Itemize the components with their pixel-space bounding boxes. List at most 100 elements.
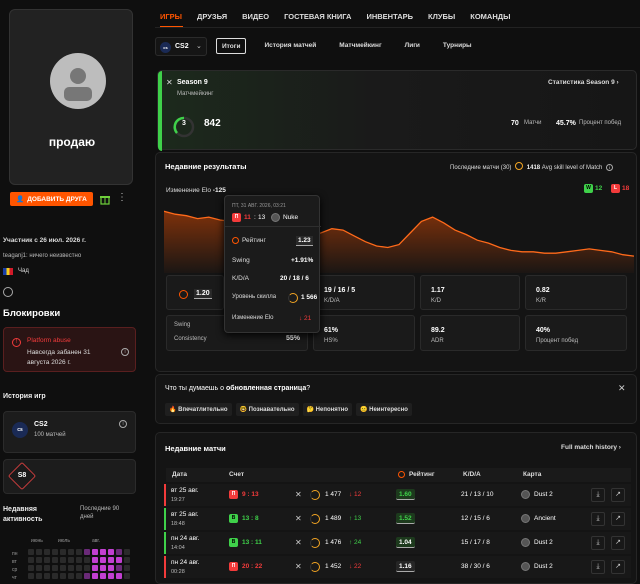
heatmap-cell[interactable] [100,549,106,555]
heatmap-cell[interactable] [84,549,90,555]
heatmap-cell[interactable] [52,573,58,579]
download-icon[interactable]: ⤓ [591,512,605,526]
table-row[interactable]: вт 25 авг. 18:48 В 13 : 8 ✕ 1 489 ↑ 13 1… [164,508,631,530]
season-stats-link[interactable]: Статистика Season 9 › [548,79,619,86]
game-card[interactable]: cs CS2 100 матчей i [3,411,136,453]
feedback-option[interactable]: 😐 Неинтересно [355,403,412,416]
heatmap-cell[interactable] [116,573,122,579]
external-link-icon[interactable]: ↗ [611,536,625,550]
heatmap-cell[interactable] [124,557,130,563]
nav-friends[interactable]: ДРУЗЬЯ [197,12,228,21]
heatmap-cell[interactable] [36,565,42,571]
heatmap-cell[interactable] [60,557,66,563]
steam-icon[interactable] [3,287,13,297]
heatmap-cell[interactable] [124,565,130,571]
heatmap-cell[interactable] [28,573,34,579]
close-icon[interactable]: ✕ [618,383,626,393]
tooltip-elo: ↓ 21 [299,315,312,322]
table-row[interactable]: вт 25 авг. 19:27 П 9 : 13 ✕ 1 477 ↓ 12 1… [164,484,631,506]
heatmap-cell[interactable] [44,557,50,563]
tab-match-history[interactable]: История матчей [264,42,317,49]
heatmap-cell[interactable] [92,573,98,579]
heatmap-cell[interactable] [116,549,122,555]
heatmap-cell[interactable] [68,565,74,571]
nav-guestbook[interactable]: ГОСТЕВАЯ КНИГА [284,12,352,21]
nav-inventory[interactable]: ИНВЕНТАРЬ [366,12,413,21]
info-icon[interactable]: i [119,420,127,428]
heatmap-cell[interactable] [68,557,74,563]
gift-icon[interactable] [100,193,110,205]
heatmap-cell[interactable] [100,573,106,579]
heatmap-cell[interactable] [36,549,42,555]
col-kda: K/D/A [463,471,481,478]
heatmap-cell[interactable] [116,565,122,571]
nav-video[interactable]: ВИДЕО [242,12,270,21]
heatmap-cell[interactable] [60,565,66,571]
nav-clubs[interactable]: КЛУБЫ [428,12,456,21]
info-icon[interactable]: i [121,348,129,356]
feedback-option[interactable]: 🤔 Непонятно [302,403,352,416]
heatmap-cell[interactable] [108,573,114,579]
heatmap-cell[interactable] [108,557,114,563]
heatmap-cell[interactable] [60,549,66,555]
info-icon[interactable]: i [606,164,614,171]
full-history-link[interactable]: Full match history › [561,444,621,451]
heatmap-cell[interactable] [76,565,82,571]
heatmap-cell[interactable] [116,557,122,563]
heatmap-cell[interactable] [28,549,34,555]
skill-level-icon [173,116,195,138]
heatmap-cell[interactable] [92,549,98,555]
heatmap-cell[interactable] [100,565,106,571]
heatmap-cell[interactable] [76,573,82,579]
heatmap-cell[interactable] [52,557,58,563]
heatmap-cell[interactable] [28,565,34,571]
heatmap-cell[interactable] [124,573,130,579]
tab-tournaments[interactable]: Турниры [442,42,472,49]
external-link-icon[interactable]: ↗ [611,488,625,502]
heatmap-cell[interactable] [52,565,58,571]
heatmap-cell[interactable] [100,557,106,563]
heatmap-cell[interactable] [108,549,114,555]
download-icon[interactable]: ⤓ [591,536,605,550]
full-history-label: Full match history [561,444,617,451]
tab-leagues[interactable]: Лиги [404,42,420,49]
stat-consistency-label: Consistency [174,336,207,342]
download-icon[interactable]: ⤓ [591,560,605,574]
external-link-icon[interactable]: ↗ [611,560,625,574]
heatmap-cell[interactable] [52,549,58,555]
heatmap-cell[interactable] [76,549,82,555]
add-friend-button[interactable]: 👤 ДОБАВИТЬ ДРУГА [10,192,93,206]
external-link-icon[interactable]: ↗ [611,512,625,526]
heatmap-cell[interactable] [92,557,98,563]
heatmap-cell[interactable] [28,557,34,563]
heatmap-cell[interactable] [44,549,50,555]
heatmap-cell[interactable] [84,557,90,563]
heatmap-cell[interactable] [44,565,50,571]
table-row[interactable]: пн 24 авг. 14:04 В 13 : 11 ✕ 1 476 ↑ 24 … [164,532,631,554]
feedback-option[interactable]: 🤓 Познавательно [235,403,299,416]
download-icon[interactable]: ⤓ [591,488,605,502]
heatmap-cell[interactable] [76,557,82,563]
table-row[interactable]: пн 24 авг. 00:28 П 20 : 22 ✕ 1 452 ↓ 22 … [164,556,631,578]
heatmap-cell[interactable] [124,549,130,555]
heatmap-cell[interactable] [84,573,90,579]
tab-summary[interactable]: Итоги [216,38,247,54]
nav-games[interactable]: ИГРЫ [160,12,182,21]
heatmap-cell[interactable] [68,549,74,555]
heatmap-cell[interactable] [68,573,74,579]
crossed-swords-icon: ✕ [295,490,302,499]
heatmap-cell[interactable] [108,565,114,571]
heatmap-cell[interactable] [84,565,90,571]
heatmap-cell[interactable] [36,557,42,563]
tooltip-rating: 1.23 [296,236,313,246]
tab-matchmaking[interactable]: Матчмейкинг [339,42,382,49]
feedback-option[interactable]: 🔥 Впечатлительно [165,403,232,416]
activity-range: Последние 90 дней [80,506,120,521]
heatmap-cell[interactable] [92,565,98,571]
heatmap-cell[interactable] [60,573,66,579]
game-select[interactable]: cs CS2 ⌄ [155,37,207,56]
nav-teams[interactable]: КОМАНДЫ [470,12,511,21]
heatmap-cell[interactable] [44,573,50,579]
more-options-icon[interactable]: ⋮ [117,192,127,203]
heatmap-cell[interactable] [36,573,42,579]
